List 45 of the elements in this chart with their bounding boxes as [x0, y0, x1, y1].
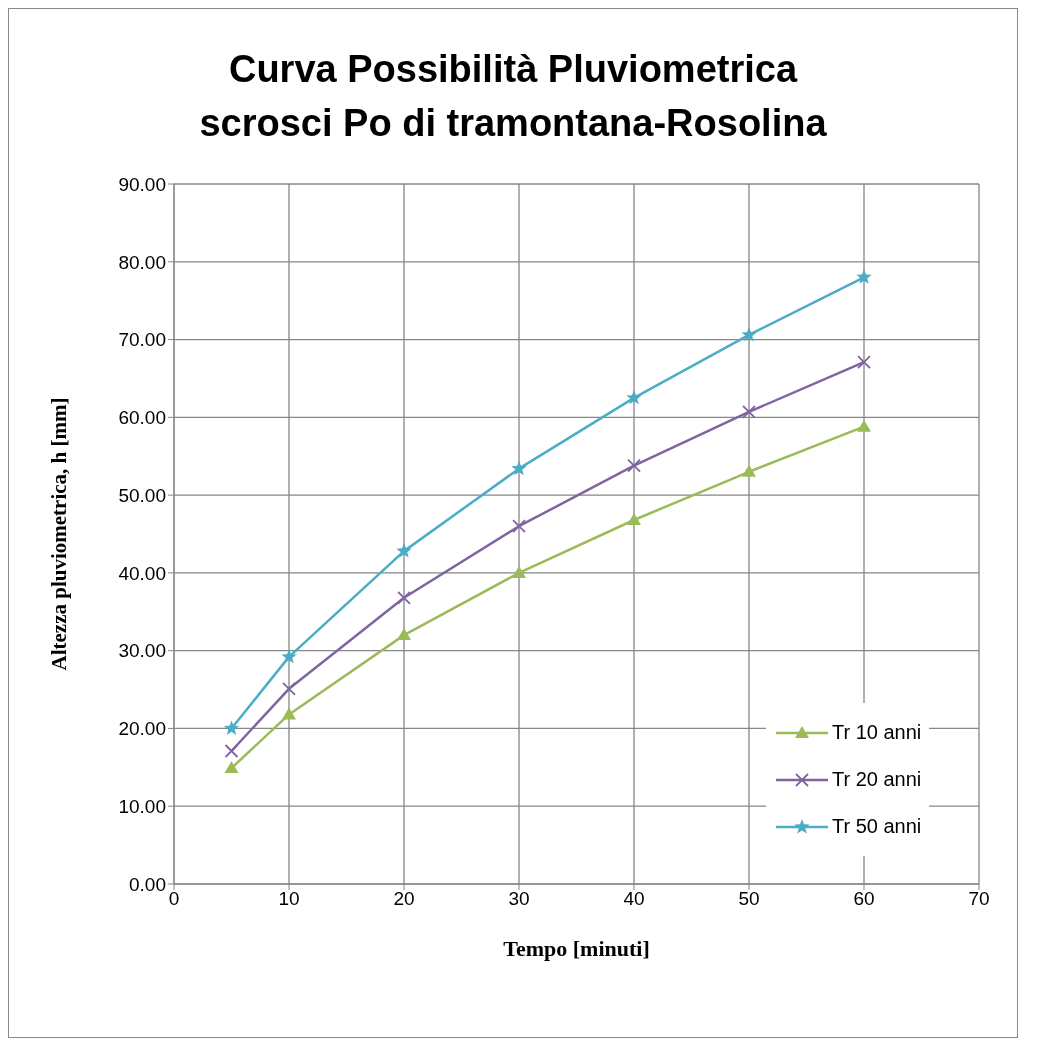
legend-label: Tr 20 anni: [832, 768, 922, 791]
x-tick-label: 60: [853, 888, 875, 910]
point: [742, 404, 756, 419]
point: [856, 269, 872, 284]
y-axis-title: Altezza pluviometrica, h [mm]: [47, 397, 72, 671]
point: [741, 326, 757, 342]
x-tick-label: 30: [508, 888, 530, 910]
y-tick-label: 80.00: [118, 251, 166, 273]
y-tick-label: 30.00: [118, 640, 166, 662]
point: [224, 761, 239, 774]
point: [282, 681, 296, 696]
x-tick-label: 70: [968, 888, 990, 910]
x-axis-title: Tempo [minuti]: [503, 936, 650, 961]
point: [627, 513, 641, 525]
point: [396, 543, 412, 558]
point: [512, 519, 526, 534]
point: [281, 648, 297, 664]
point: [857, 419, 871, 432]
point: [511, 460, 527, 476]
point: [626, 389, 642, 405]
x-tick-label: 10: [278, 888, 300, 910]
point: [282, 707, 296, 720]
y-tick-label: 50.00: [118, 484, 166, 506]
chart-title: Curva Possibilità Pluviometrica scrosci Po di tramontana-Rosolina: [198, 46, 828, 146]
point: [512, 565, 526, 578]
point: [223, 720, 240, 735]
point: [397, 628, 411, 641]
point: [742, 464, 756, 477]
x-tick-label: 0: [168, 888, 180, 910]
x-tick-label: 20: [393, 888, 415, 910]
point: [857, 355, 871, 370]
legend-label: Tr 50 anni: [832, 815, 922, 838]
y-tick-label: 70.00: [118, 329, 166, 351]
point: [397, 590, 411, 605]
x-tick-label: 40: [623, 888, 645, 910]
y-tick-label: 10.00: [118, 795, 166, 817]
point: [627, 458, 641, 473]
y-tick-label: 40.00: [118, 562, 166, 584]
y-tick-label: 0.00: [129, 873, 166, 895]
x-tick-label: 50: [738, 888, 760, 910]
point: [224, 744, 239, 758]
legend-label: Tr 10 anni: [832, 721, 922, 744]
y-tick-label: 60.00: [118, 407, 166, 429]
y-tick-label: 20.00: [118, 718, 166, 740]
y-tick-label: 90.00: [118, 173, 166, 195]
